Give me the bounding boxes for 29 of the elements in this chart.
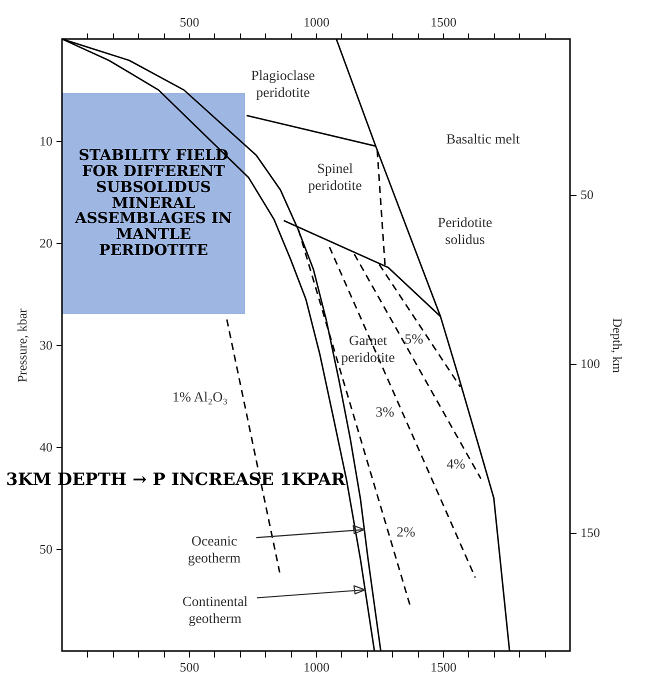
y-tick-label: 20 xyxy=(40,236,52,250)
x-tick-label: 1500 xyxy=(430,660,456,674)
x-tick-label: 500 xyxy=(180,660,200,674)
y-axis-title: Pressure, kbar xyxy=(14,308,30,382)
x2-tick-label: 1000 xyxy=(304,14,330,30)
note-box: STABILITY FIELD FOR DIFFERENT SUBSOLIDUS MINERAL ASSEMBLAGES IN MANTLE PERIDOTITE xyxy=(62,93,245,314)
y2-tick-label: 100 xyxy=(580,356,600,372)
y-tick-label: 30 xyxy=(40,338,52,352)
y2-axis-title: Depth, km xyxy=(610,318,625,373)
y-tick-label: 40 xyxy=(40,440,52,454)
y-tick-label: 50 xyxy=(40,542,52,556)
x2-tick-label: 500 xyxy=(180,14,200,30)
annotation: Garnet peridotite xyxy=(341,333,395,367)
y2-tick-label: 150 xyxy=(580,525,600,540)
annotation: Peridotite solidus xyxy=(438,215,492,249)
annotation: 4% xyxy=(446,456,466,474)
x2-tick-label: 1500 xyxy=(430,14,456,30)
annotation: Continental geotherm xyxy=(182,594,248,627)
x-tick-label: 1000 xyxy=(304,660,330,674)
annotation: 1% Al₂O₃ xyxy=(172,390,228,406)
annotation: Oceanic geotherm xyxy=(188,534,241,567)
annotation: Basaltic melt xyxy=(446,132,520,148)
annotation: 3% xyxy=(376,404,394,422)
y-tick-label: 10 xyxy=(40,134,52,148)
annotation: Spinel peridotite xyxy=(308,161,362,195)
annotation: 5% xyxy=(404,332,424,348)
annotation: Plagioclase peridotite xyxy=(251,68,315,102)
annotation: 2% xyxy=(396,524,416,542)
y2-tick-label: 50 xyxy=(580,187,594,202)
